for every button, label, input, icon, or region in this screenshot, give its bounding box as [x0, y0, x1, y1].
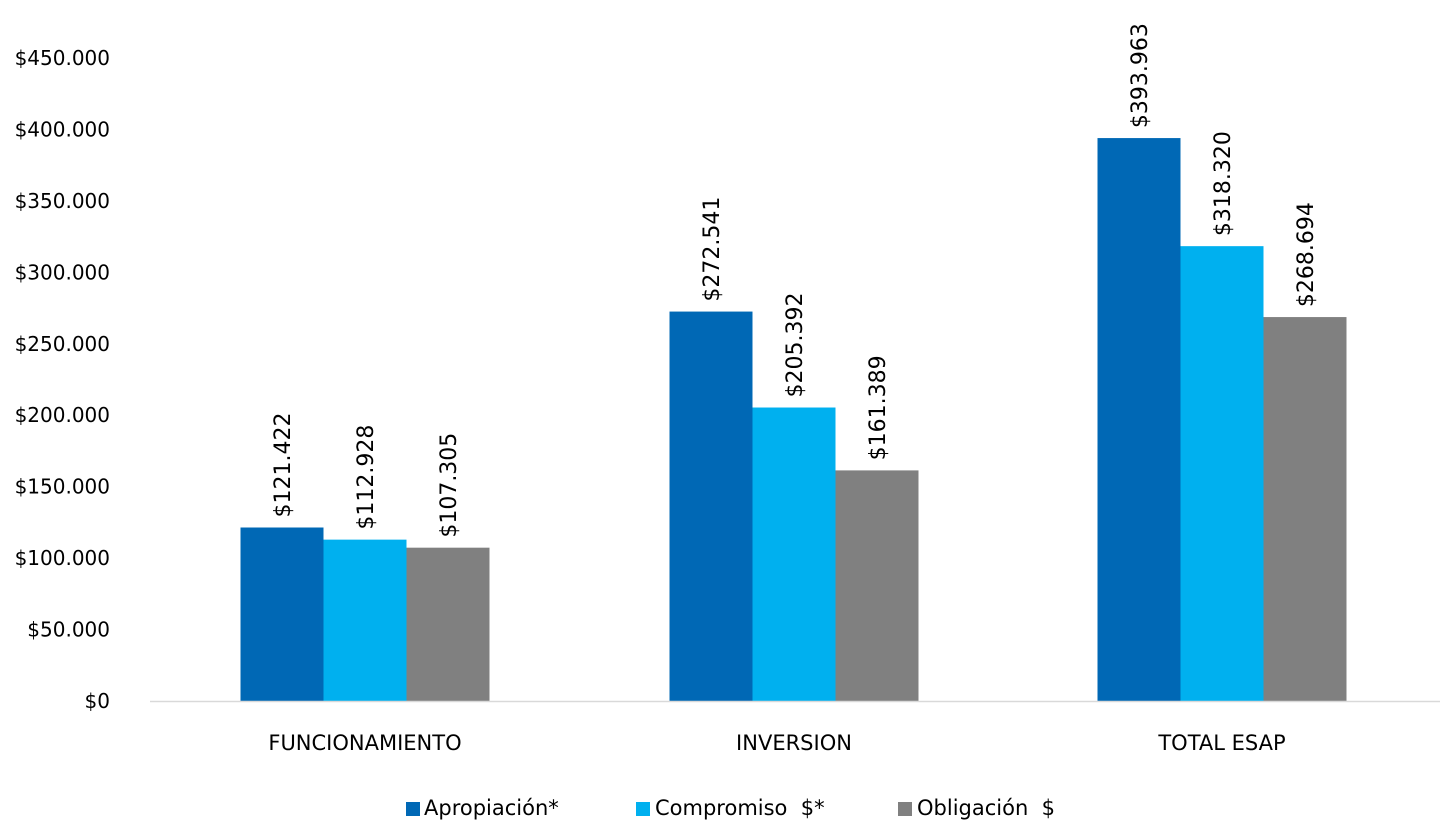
y-tick-label: $300.000	[15, 260, 110, 284]
bar	[406, 547, 490, 701]
bar	[323, 539, 407, 701]
bar	[669, 311, 753, 701]
data-label: $272.541	[700, 197, 725, 302]
data-label: $112.928	[354, 425, 379, 530]
legend-swatch	[406, 802, 420, 816]
x-tick-label: INVERSION	[736, 731, 852, 755]
data-label: $107.305	[437, 433, 462, 538]
data-label: $393.963	[1128, 23, 1153, 128]
legend-swatch	[898, 802, 912, 816]
y-axis: $0 $50.000 $100.000 $150.000 $200.000 $250.00…	[15, 46, 110, 713]
legend-item: Apropiación*	[406, 796, 559, 820]
bars	[240, 138, 1347, 702]
y-tick-label: $150.000	[15, 475, 110, 499]
y-tick-label: $400.000	[15, 117, 110, 141]
data-label: $268.694	[1294, 202, 1319, 307]
y-tick-label: $200.000	[15, 403, 110, 427]
x-axis: FUNCIONAMIENTO INVERSION TOTAL ESAP	[268, 731, 1285, 755]
legend-swatch	[636, 802, 650, 816]
x-tick-label: TOTAL ESAP	[1157, 731, 1285, 755]
data-label: $205.392	[783, 293, 808, 398]
legend: Apropiación* Compromiso $* Obligación $	[406, 796, 1055, 820]
legend-label: Apropiación*	[424, 796, 559, 820]
bar	[752, 407, 836, 701]
bar	[1180, 246, 1264, 702]
data-label: $318.320	[1211, 131, 1236, 236]
y-tick-label: $100.000	[15, 546, 110, 570]
legend-item: Obligación $	[898, 796, 1055, 820]
data-label: $121.422	[271, 413, 296, 518]
legend-label: Obligación $	[917, 796, 1055, 820]
y-tick-label: $0	[85, 689, 110, 713]
data-label: $161.389	[866, 355, 891, 460]
bar	[835, 470, 919, 701]
x-tick-label: FUNCIONAMIENTO	[268, 731, 461, 755]
bar	[1263, 317, 1347, 701]
data-labels: $121.422 $112.928 $107.305 $272.541 $205.392…	[271, 23, 1319, 538]
bar	[1097, 138, 1181, 701]
y-tick-label: $250.000	[15, 332, 110, 356]
y-tick-label: $350.000	[15, 189, 110, 213]
bar	[240, 527, 324, 701]
y-tick-label: $450.000	[15, 46, 110, 70]
legend-item: Compromiso $*	[636, 796, 825, 820]
legend-label: Compromiso $*	[655, 796, 825, 820]
y-tick-label: $50.000	[27, 618, 110, 642]
